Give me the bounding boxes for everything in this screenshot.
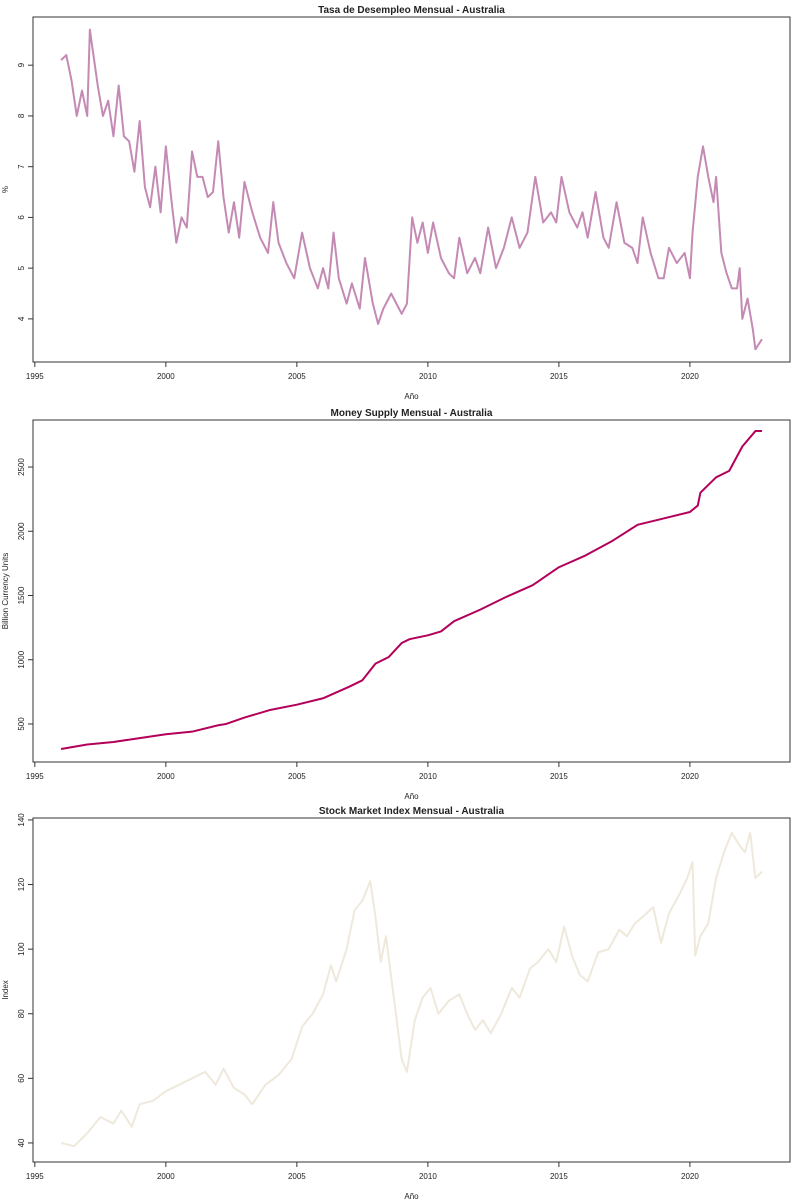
y-tick-label: 500 [17, 717, 26, 731]
y-tick-label: 7 [17, 164, 26, 169]
y-tick-label: 9 [17, 62, 26, 67]
y-tick-label: 8 [17, 113, 26, 118]
x-tick-label: 2010 [419, 772, 437, 781]
series-line [60, 430, 762, 751]
x-tick-label: 2000 [157, 772, 175, 781]
series-line [60, 831, 763, 1148]
x-tick-label: 2010 [419, 1172, 437, 1181]
y-axis-label: Index [1, 980, 10, 1000]
y-tick-label: 40 [17, 1138, 26, 1147]
x-tick-label: 2015 [550, 372, 568, 381]
y-tick-label: 100 [17, 942, 26, 956]
series-line [60, 28, 763, 351]
x-tick-label: 2015 [550, 1172, 568, 1181]
x-axis-label: Año [404, 792, 419, 801]
y-tick-label: 4 [17, 316, 26, 321]
x-tick-label: 2000 [157, 1172, 175, 1181]
x-tick-label: 2020 [681, 372, 699, 381]
x-tick-label: 2005 [288, 1172, 306, 1181]
x-tick-label: 2000 [157, 372, 175, 381]
y-tick-label: 80 [17, 1009, 26, 1018]
y-axis-label: Billion Currency Units [1, 553, 10, 629]
chart-title: Money Supply Mensual - Australia [331, 408, 493, 419]
y-tick-label: 140 [17, 813, 26, 827]
x-tick-label: 2020 [681, 1172, 699, 1181]
x-tick-label: 2010 [419, 372, 437, 381]
chart-title: Tasa de Desempleo Mensual - Australia [318, 5, 505, 16]
x-tick-label: 1995 [26, 372, 44, 381]
y-tick-label: 2500 [17, 458, 26, 476]
x-tick-label: 2020 [681, 772, 699, 781]
x-tick-label: 2005 [288, 372, 306, 381]
y-tick-label: 5 [17, 265, 26, 270]
x-tick-label: 1995 [26, 1172, 44, 1181]
plot-box [32, 16, 791, 363]
y-tick-label: 6 [17, 215, 26, 220]
x-tick-label: 1995 [26, 772, 44, 781]
x-axis-label: Año [404, 392, 419, 401]
y-tick-label: 1000 [17, 650, 26, 668]
y-tick-label: 1500 [17, 586, 26, 604]
y-tick-label: 120 [17, 877, 26, 891]
chart-title: Stock Market Index Mensual - Australia [319, 806, 505, 817]
y-tick-label: 2000 [17, 522, 26, 540]
y-axis-label: % [1, 186, 10, 193]
x-tick-label: 2015 [550, 772, 568, 781]
plot-box [32, 817, 791, 1163]
x-axis-label: Año [404, 1192, 419, 1200]
y-tick-label: 60 [17, 1073, 26, 1082]
x-tick-label: 2005 [288, 772, 306, 781]
plot-box [32, 419, 791, 763]
